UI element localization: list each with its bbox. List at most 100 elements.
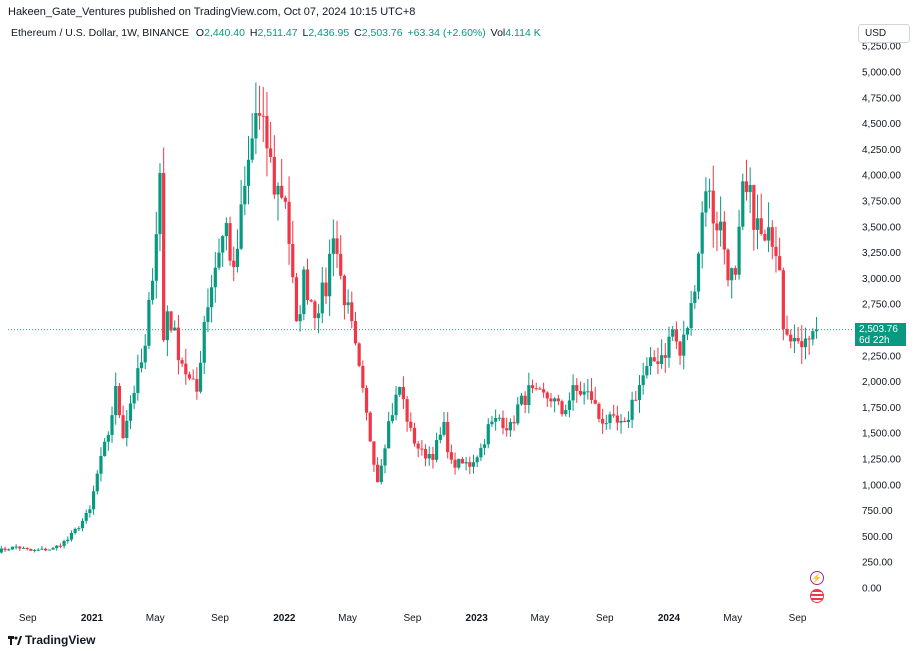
candle-body (464, 462, 468, 464)
candle (103, 438, 107, 457)
candle-body (21, 547, 26, 549)
candle (29, 548, 33, 551)
lightning-event-icon[interactable]: ⚡ (810, 571, 824, 585)
price-tick-label: 2,250.00 (862, 351, 901, 362)
candle (685, 326, 690, 341)
candle-body (257, 113, 262, 116)
candle-body (671, 329, 675, 337)
candle-body (29, 548, 33, 551)
time-axis[interactable]: Sep 2021 May Sep 2022 May Sep 2023 May Sep 2024 May… (19, 613, 807, 624)
candle-body (298, 314, 302, 322)
candle (656, 347, 660, 375)
tradingview-logo: TradingView (8, 633, 95, 647)
candle-body (678, 341, 682, 356)
candle (707, 178, 712, 209)
candle-body (154, 234, 158, 281)
candle (132, 385, 136, 410)
candle (276, 182, 280, 221)
candle (722, 211, 726, 265)
candle-body (280, 185, 284, 198)
candle (630, 391, 634, 428)
candle-body (210, 287, 214, 308)
candle-body (612, 414, 616, 416)
candle-body (173, 327, 177, 331)
candle-body (309, 300, 313, 302)
candle-body (733, 268, 737, 275)
price-tick-label: 1,000.00 (862, 480, 901, 491)
price-tick-label: 3,500.00 (862, 222, 901, 233)
candle (534, 382, 538, 391)
candle (272, 135, 276, 199)
candle-body (689, 303, 693, 329)
candle-body (353, 321, 358, 344)
candle (486, 418, 490, 449)
candle (420, 440, 424, 456)
candle-body (195, 379, 199, 392)
candle (575, 378, 579, 403)
candle (435, 432, 439, 463)
candle-body (139, 362, 144, 369)
candle-body (294, 277, 299, 322)
candle (158, 163, 162, 252)
candle (331, 219, 335, 277)
candle-body (350, 302, 354, 322)
candle (494, 409, 498, 431)
candle (726, 248, 730, 287)
candle (663, 343, 667, 373)
candle (412, 422, 417, 447)
candle-body (390, 415, 394, 422)
candle (44, 547, 48, 552)
candle-body (250, 138, 254, 160)
candle-body (575, 385, 579, 391)
candle-body (198, 362, 203, 392)
candle (184, 348, 188, 385)
candle-body (7, 549, 11, 551)
candle (778, 237, 782, 271)
candle-body (3, 548, 7, 550)
candle-body (497, 417, 501, 419)
change-value: +63.34 (+2.60%) (407, 27, 486, 39)
candle (582, 382, 586, 405)
candle (180, 357, 184, 368)
candle-body (685, 328, 690, 335)
candle-body (527, 385, 531, 406)
candle-body (796, 337, 800, 342)
candle (169, 311, 173, 333)
candle-body (269, 148, 273, 157)
price-axis[interactable]: 0.00 250.00 500.00 750.00 1,000.00 1,250.00 1,… (862, 42, 901, 595)
us-flag-event-icon[interactable] (810, 589, 824, 603)
candle (147, 291, 151, 349)
candle (626, 411, 631, 428)
candle (298, 305, 302, 332)
candle-body (800, 341, 804, 348)
candle-body (711, 190, 715, 224)
candle-body (342, 275, 347, 306)
candle (139, 348, 144, 373)
candle-body (435, 439, 439, 460)
candle-body (460, 458, 465, 464)
candle-body (700, 212, 704, 254)
candle (80, 518, 85, 532)
candle (704, 177, 708, 227)
candle (335, 220, 339, 269)
candle (283, 195, 287, 209)
price-tick-label: 1,750.00 (862, 403, 901, 414)
candle (541, 382, 546, 398)
price-tick-label: 4,250.00 (862, 145, 901, 156)
candle (781, 267, 785, 341)
candle (88, 505, 92, 518)
high-label: H (249, 27, 258, 39)
currency-selector[interactable]: USD (858, 24, 910, 43)
candle (814, 317, 819, 339)
candle-body (364, 387, 369, 413)
candle (165, 305, 169, 357)
candle (246, 136, 251, 205)
candle-body (383, 448, 387, 466)
candle-body (206, 307, 210, 322)
candle (357, 342, 361, 368)
candle-body (516, 404, 520, 424)
candle (125, 410, 129, 447)
open-label: O (195, 27, 205, 39)
candle (309, 298, 313, 303)
